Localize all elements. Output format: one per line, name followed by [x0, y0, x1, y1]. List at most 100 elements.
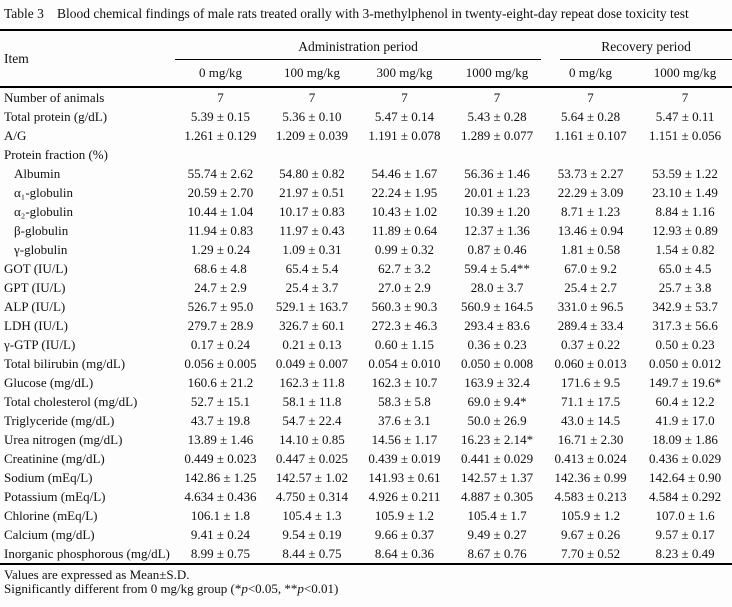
- row-label: Sodium (mEq/L): [4, 470, 93, 485]
- value-cell: 0.87 ± 0.46: [467, 242, 527, 257]
- row-label: A/G: [4, 128, 27, 143]
- value-cell: 105.4 ± 1.3: [282, 508, 342, 523]
- value-cell: 529.1 ± 163.7: [275, 299, 349, 314]
- value-cell: [451, 145, 543, 164]
- value-cell: 52.7 ± 15.1: [190, 394, 251, 409]
- value-cell: 9.41 ± 0.24: [190, 527, 251, 542]
- value-cell: 65.4 ± 5.4: [285, 261, 339, 276]
- dose-admin-0: 0 mg/kg: [175, 60, 266, 88]
- row-label: Number of animals: [4, 90, 105, 105]
- table-row: Inorganic phosphorous (mg/dL) 8.99 ± 0.75…: [0, 544, 732, 564]
- table-row: A/G 1.261 ± 0.129 1.209 ± 0.039 1.191 ± 0.0…: [0, 126, 732, 145]
- value-cell: 4.583 ± 0.213: [554, 489, 627, 504]
- value-cell: 171.6 ± 9.5: [560, 375, 621, 390]
- footnote-part: <0.05, **: [247, 581, 298, 596]
- value-cell: 24.7 ± 2.9: [194, 280, 247, 295]
- value-cell: 67.0 ± 9.2: [564, 261, 617, 276]
- value-cell: 43.0 ± 14.5: [560, 413, 621, 428]
- value-cell: 162.3 ± 11.8: [279, 375, 345, 390]
- value-cell: 162.3 ± 10.7: [371, 375, 438, 390]
- dose-admin-300: 300 mg/kg: [358, 60, 451, 88]
- footnotes: Values are expressed as Mean±S.D. Signif…: [0, 565, 732, 596]
- value-cell: 1.81 ± 0.58: [560, 242, 621, 257]
- row-label: Total protein (g/dL): [4, 109, 108, 124]
- value-cell: 55.74 ± 2.62: [187, 166, 254, 181]
- value-cell: 54.46 ± 1.67: [371, 166, 438, 181]
- table-row: GPT (IU/L) 24.7 ± 2.9 25.4 ± 3.7 27.0 ± 2.9…: [0, 278, 732, 297]
- value-cell: 4.634 ± 0.436: [184, 489, 257, 504]
- row-label: γ-GTP (IU/L): [4, 337, 76, 352]
- row-label: GPT (IU/L): [4, 280, 66, 295]
- row-label: ALP (IU/L): [4, 299, 66, 314]
- value-cell: 7: [217, 90, 224, 105]
- value-cell: 1.09 ± 0.31: [282, 242, 342, 257]
- row-label: Potassium (mEq/L): [4, 489, 106, 504]
- value-cell: 142.57 ± 1.37: [460, 470, 534, 485]
- row-label: Urea nitrogen (mg/dL): [4, 432, 123, 447]
- value-cell: 71.1 ± 17.5: [560, 394, 621, 409]
- row-label: GOT (IU/L): [4, 261, 68, 276]
- footnote-mean-sd: Values are expressed as Mean±S.D.: [4, 567, 190, 582]
- value-cell: 163.9 ± 32.4: [464, 375, 530, 390]
- value-cell: 1.191 ± 0.078: [368, 128, 441, 143]
- row-label: γ-globulin: [14, 242, 68, 257]
- value-cell: 59.4 ± 5.4**: [464, 261, 530, 276]
- value-cell: 16.71 ± 2.30: [557, 432, 624, 447]
- value-cell: [638, 145, 732, 164]
- value-cell: 22.29 ± 3.09: [557, 185, 624, 200]
- value-cell: 11.94 ± 0.83: [187, 223, 254, 238]
- table-row: Chlorine (mEq/L) 106.1 ± 1.8 105.4 ± 1.3 10…: [0, 506, 732, 525]
- value-cell: 142.36 ± 0.99: [554, 470, 627, 485]
- value-cell: 289.4 ± 33.4: [557, 318, 624, 333]
- dose-admin-100: 100 mg/kg: [266, 60, 358, 88]
- value-cell: 56.36 ± 1.46: [464, 166, 530, 181]
- value-cell: 0.060 ± 0.013: [554, 356, 627, 371]
- value-cell: 8.23 ± 0.49: [655, 546, 715, 561]
- value-cell: 11.89 ± 0.64: [371, 223, 438, 238]
- value-cell: 279.7 ± 28.9: [187, 318, 254, 333]
- value-cell: 105.9 ± 1.2: [560, 508, 621, 523]
- recovery-period-label: Recovery period: [560, 39, 732, 60]
- row-label: Inorganic phosphorous (mg/dL): [4, 546, 170, 561]
- value-cell: 560.9 ± 164.5: [460, 299, 534, 314]
- table-row: Triglyceride (mg/dL) 43.7 ± 19.8 54.7 ± 22…: [0, 411, 732, 430]
- table-row: α₂-globulin 10.44 ± 1.04 10.17 ± 0.83 10.43…: [0, 202, 732, 221]
- table-row: γ-GTP (IU/L) 0.17 ± 0.24 0.21 ± 0.13 0.60 ±…: [0, 335, 732, 354]
- value-cell: 1.54 ± 0.82: [655, 242, 715, 257]
- value-cell: 0.449 ± 0.023: [184, 451, 257, 466]
- value-cell: 0.413 ± 0.024: [554, 451, 627, 466]
- value-cell: 4.584 ± 0.292: [648, 489, 722, 504]
- value-cell: 149.7 ± 19.6*: [648, 375, 722, 390]
- value-cell: 5.39 ± 0.15: [190, 109, 251, 124]
- row-label: Total cholesterol (mg/dL): [4, 394, 138, 409]
- row-label: Chlorine (mEq/L): [4, 508, 98, 523]
- table-row: Glucose (mg/dL) 160.6 ± 21.2 162.3 ± 11.8 1…: [0, 373, 732, 392]
- dose-admin-1000: 1000 mg/kg: [451, 60, 544, 88]
- value-cell: 41.9 ± 17.0: [655, 413, 715, 428]
- value-cell: 0.050 ± 0.008: [460, 356, 534, 371]
- value-cell: 9.54 ± 0.19: [282, 527, 342, 542]
- value-cell: 142.86 ± 1.25: [184, 470, 257, 485]
- footnote-part: Significantly different from 0 mg/kg gro…: [4, 581, 242, 596]
- value-cell: 54.80 ± 0.82: [279, 166, 345, 181]
- value-cell: 560.3 ± 90.3: [371, 299, 438, 314]
- table-row: α₁-globulin 20.59 ± 2.70 21.97 ± 0.51 22.24…: [0, 183, 732, 202]
- value-cell: 0.50 ± 0.23: [655, 337, 715, 352]
- value-cell: 9.66 ± 0.37: [374, 527, 435, 542]
- table-row: γ-globulin 1.29 ± 0.24 1.09 ± 0.31 0.99 ± 0…: [0, 240, 732, 259]
- value-cell: 0.447 ± 0.025: [275, 451, 349, 466]
- value-cell: 13.46 ± 0.94: [557, 223, 624, 238]
- row-label: Triglyceride (mg/dL): [4, 413, 115, 428]
- table-number: Table 3: [4, 6, 44, 21]
- table-row: Sodium (mEq/L) 142.86 ± 1.25 142.57 ± 1.02…: [0, 468, 732, 487]
- value-cell: 0.436 ± 0.029: [648, 451, 722, 466]
- value-cell: 8.99 ± 0.75: [190, 546, 251, 561]
- value-cell: 10.39 ± 1.20: [464, 204, 530, 219]
- value-cell: 106.1 ± 1.8: [190, 508, 251, 523]
- value-cell: 326.7 ± 60.1: [279, 318, 345, 333]
- value-cell: 10.43 ± 1.02: [371, 204, 438, 219]
- value-cell: 317.3 ± 56.6: [652, 318, 718, 333]
- value-cell: 5.36 ± 0.10: [282, 109, 342, 124]
- table-row: ALP (IU/L) 526.7 ± 95.0 529.1 ± 163.7 560.3…: [0, 297, 732, 316]
